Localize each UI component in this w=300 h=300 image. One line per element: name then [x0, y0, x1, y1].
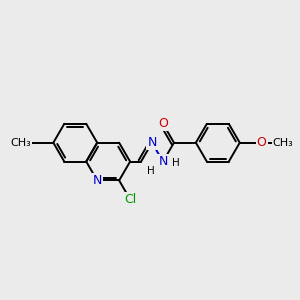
Text: Cl: Cl	[124, 193, 136, 206]
Text: O: O	[257, 136, 267, 149]
Text: N: N	[147, 136, 157, 149]
Text: H: H	[146, 166, 154, 176]
Text: H: H	[172, 158, 179, 168]
Text: N: N	[158, 155, 168, 168]
Text: CH₃: CH₃	[11, 138, 32, 148]
Text: O: O	[158, 117, 168, 130]
Text: CH₃: CH₃	[273, 138, 293, 148]
Text: N: N	[92, 174, 102, 187]
